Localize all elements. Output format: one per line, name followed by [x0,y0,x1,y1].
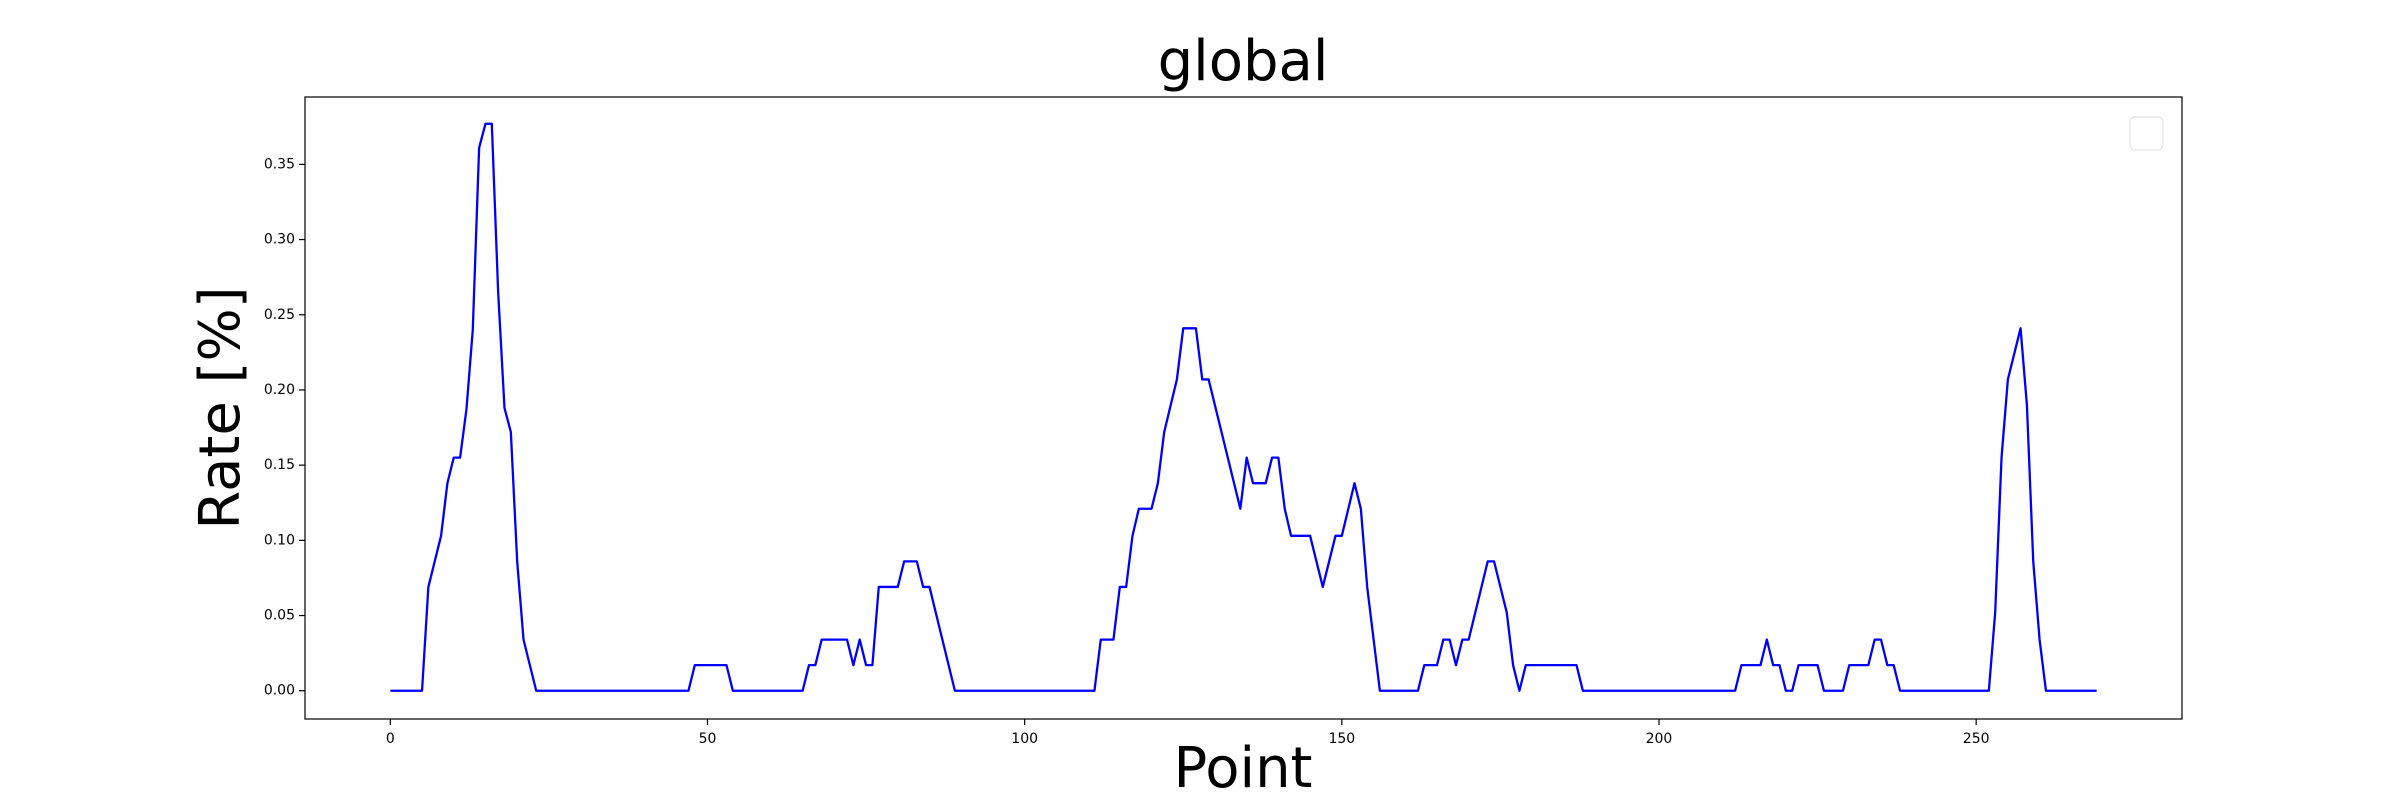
y-tick-label: 0.10 [264,532,295,548]
plot-frame [304,96,2183,720]
x-tick-label: 150 [1328,731,1355,747]
x-tick-label: 250 [1963,731,1990,747]
y-tick-label: 0.25 [264,307,295,323]
legend-box [2129,116,2164,151]
y-tick-label: 0.20 [264,382,295,398]
data-line [390,122,2097,692]
y-axis-label: Rate [%] [188,286,253,529]
x-tick-label: 200 [1646,731,1673,747]
chart-title: global [1158,29,1329,94]
y-tick-label: 0.30 [264,232,295,248]
y-tick-label: 0.15 [264,457,295,473]
y-tick-label: 0.05 [264,608,295,624]
x-tick-label: 0 [386,731,395,747]
y-tick-label: 0.00 [264,683,295,699]
x-axis-label: Point [1173,736,1312,800]
y-tick-label: 0.35 [264,156,295,172]
x-tick-label: 100 [1011,731,1038,747]
x-tick-label: 50 [699,731,717,747]
